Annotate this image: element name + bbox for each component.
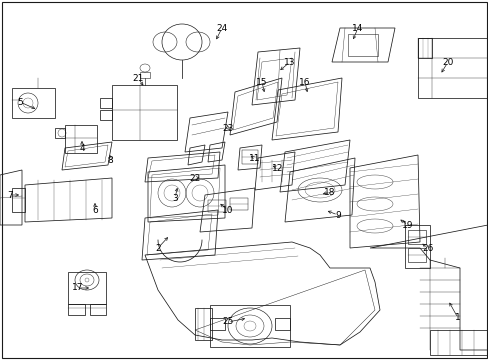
Bar bbox=[242, 150, 258, 164]
Text: 3: 3 bbox=[172, 194, 178, 202]
Text: 17: 17 bbox=[72, 284, 83, 292]
Text: 15: 15 bbox=[256, 77, 267, 86]
Text: 19: 19 bbox=[402, 220, 413, 230]
Text: 18: 18 bbox=[324, 188, 335, 197]
Text: 14: 14 bbox=[351, 23, 363, 32]
Bar bbox=[65, 125, 97, 153]
Text: 8: 8 bbox=[107, 156, 113, 165]
Text: 24: 24 bbox=[216, 23, 227, 32]
Bar bbox=[68, 272, 106, 304]
Bar bbox=[140, 72, 150, 78]
Text: 25: 25 bbox=[222, 318, 233, 327]
Bar bbox=[229, 198, 247, 210]
Text: 12: 12 bbox=[272, 163, 283, 172]
Bar bbox=[407, 230, 425, 244]
Text: 26: 26 bbox=[422, 243, 433, 252]
Bar bbox=[209, 305, 289, 347]
Text: 6: 6 bbox=[92, 206, 98, 215]
Text: 20: 20 bbox=[442, 58, 453, 67]
Text: 4: 4 bbox=[79, 144, 84, 153]
Text: 5: 5 bbox=[17, 98, 23, 107]
Text: 13: 13 bbox=[284, 58, 295, 67]
Text: 10: 10 bbox=[222, 206, 233, 215]
Text: 7: 7 bbox=[7, 190, 13, 199]
Text: 23: 23 bbox=[222, 123, 233, 132]
Bar bbox=[347, 34, 377, 56]
Text: 2: 2 bbox=[155, 243, 161, 252]
Text: 11: 11 bbox=[249, 153, 260, 162]
Text: 1: 1 bbox=[454, 314, 460, 323]
Text: 9: 9 bbox=[334, 211, 340, 220]
Bar bbox=[407, 248, 425, 262]
Bar bbox=[207, 200, 225, 212]
Text: 16: 16 bbox=[299, 77, 310, 86]
Bar bbox=[112, 85, 177, 140]
Text: 21: 21 bbox=[132, 73, 143, 82]
Text: 22: 22 bbox=[189, 174, 200, 183]
